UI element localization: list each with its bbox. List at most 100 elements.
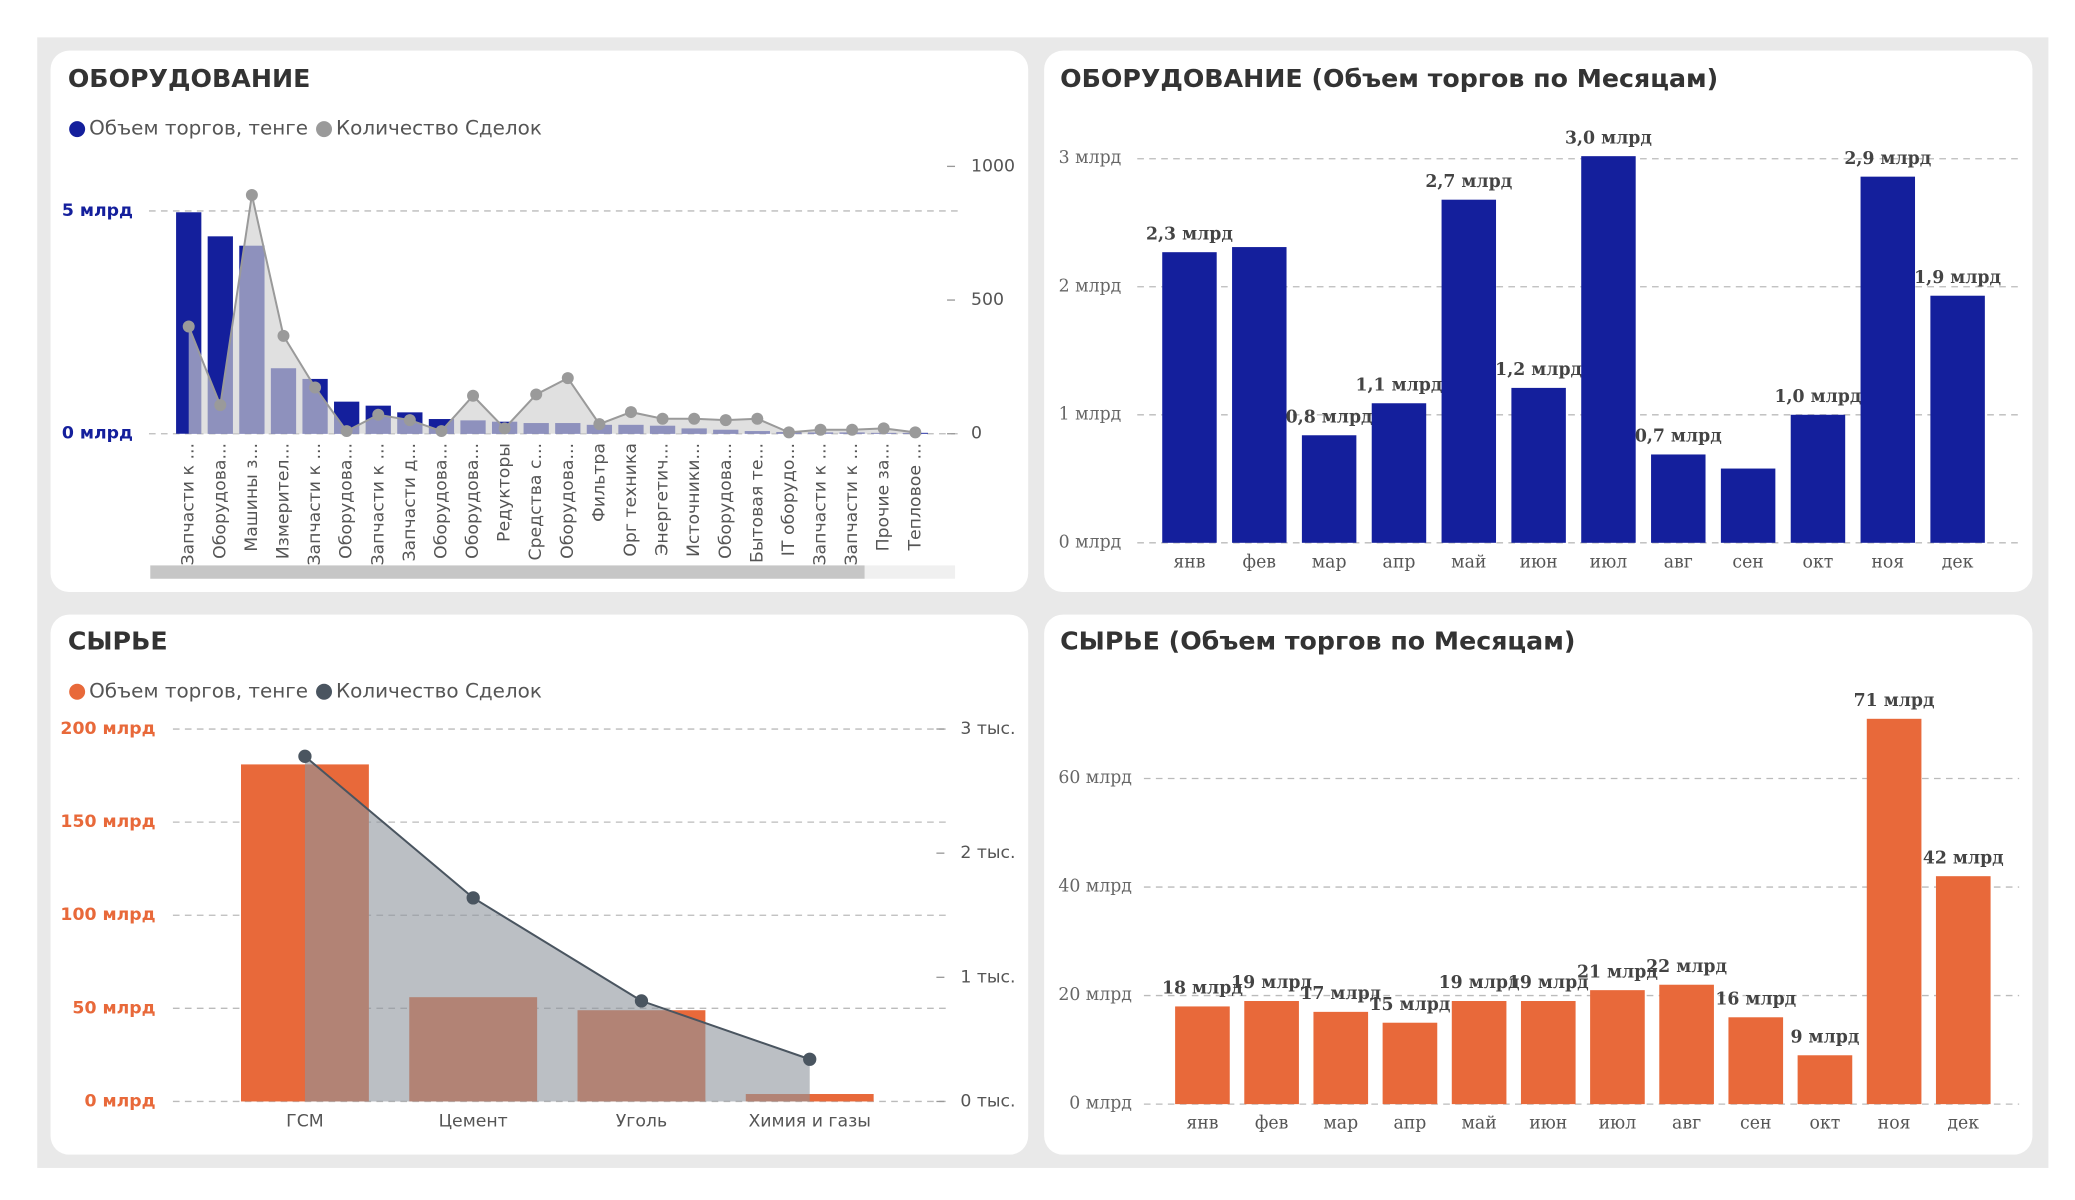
x-tick-label: Запчасти д... [400, 443, 420, 562]
y2-tick-label: 0 тыс. [960, 1091, 1015, 1111]
x-tick-label: май [1451, 552, 1486, 572]
x-tick-label: Оборудова... [558, 443, 578, 559]
bar [1935, 876, 1991, 1105]
point [372, 408, 385, 421]
y2-tick-label: 1000 [971, 156, 1015, 176]
x-tick-label: Прочие за... [874, 443, 894, 551]
point [803, 1052, 817, 1066]
point [814, 423, 827, 436]
x-tick-label: Запчасти к ... [811, 443, 831, 565]
x-tick-label: Уголь [616, 1111, 667, 1131]
y-tick-label: 2 млрд [1059, 276, 1122, 296]
x-tick-label: ноя [1871, 552, 1904, 572]
point [298, 749, 312, 763]
point [634, 994, 649, 1008]
bar [1720, 468, 1776, 543]
x-tick-label: Оборудова... [431, 443, 451, 559]
bar [1581, 156, 1636, 543]
x-tick-label: дек [1942, 552, 1974, 572]
x-tick-label: июл [1590, 552, 1628, 572]
y-tick-label: 1 млрд [1059, 404, 1122, 424]
x-tick-label: сен [1740, 1114, 1771, 1134]
y2-tick-label: 500 [971, 290, 1004, 310]
x-tick-label: июн [1529, 1114, 1567, 1134]
x-tick-label: дек [1947, 1114, 1979, 1134]
x-tick-label: Бытовая те... [747, 443, 767, 563]
scrollbar-thumb[interactable] [150, 565, 865, 579]
y-tick-label: 40 млрд [1058, 877, 1132, 897]
bar [1244, 1001, 1299, 1105]
x-tick-label: Источники... [684, 443, 704, 557]
bar [1175, 1006, 1230, 1105]
bar [1728, 1017, 1784, 1105]
bar [1451, 1001, 1507, 1105]
x-tick-label: июн [1520, 552, 1558, 572]
value-label: 2,9 млрд [1844, 149, 1931, 169]
value-label: 0,7 млрд [1635, 427, 1722, 447]
x-tick-label: Запчасти к ... [368, 443, 388, 565]
bar [1371, 403, 1427, 543]
legend-label: Объем торгов, тенге [89, 116, 308, 140]
legend-label: Количество Сделок [336, 116, 542, 140]
y2-tick-label: 0 [971, 424, 982, 444]
value-label: 15 млрд [1369, 995, 1450, 1015]
point [782, 426, 795, 439]
x-tick-label: Запчасти к ... [179, 443, 199, 565]
y2-tick-label: 2 тыс. [960, 843, 1015, 863]
point [719, 414, 732, 427]
y-tick-label: 0 млрд [62, 424, 133, 444]
value-label: 71 млрд [1854, 691, 1935, 711]
value-label: 1,9 млрд [1914, 268, 2001, 288]
y-tick-label: 5 млрд [62, 201, 133, 221]
y-tick-label: 60 млрд [1058, 768, 1132, 788]
value-label: 19 млрд [1508, 973, 1589, 993]
point [561, 372, 574, 385]
bar [1162, 252, 1217, 543]
legend-marker [316, 683, 333, 700]
x-tick-label: фев [1243, 552, 1276, 572]
value-label: 16 млрд [1715, 989, 1796, 1009]
value-label: 2,7 млрд [1425, 172, 1512, 192]
y-tick-label: 0 млрд [1069, 1094, 1132, 1114]
x-tick-label: июл [1599, 1114, 1637, 1134]
point [277, 329, 290, 342]
x-tick-label: апр [1393, 1114, 1426, 1134]
x-tick-label: ноя [1878, 1114, 1911, 1134]
panel [50, 50, 1029, 593]
bar [1930, 295, 1985, 543]
panel [1044, 50, 2033, 593]
value-label: 1,0 млрд [1775, 387, 1862, 407]
y-tick-label: 200 млрд [60, 719, 155, 739]
point [751, 412, 764, 425]
point [467, 389, 480, 402]
x-tick-label: авг [1664, 552, 1693, 572]
bar [1520, 1001, 1576, 1105]
bar [1797, 1055, 1853, 1105]
area [304, 756, 810, 1102]
x-tick-label: Запчасти к ... [842, 443, 862, 565]
x-tick-label: янв [1173, 552, 1205, 572]
chart-title: СЫРЬЕ [68, 627, 168, 656]
area [188, 194, 916, 434]
point [656, 412, 669, 425]
bar [1659, 984, 1714, 1105]
x-tick-label: ГСМ [286, 1111, 324, 1131]
bar [1313, 1011, 1369, 1105]
x-tick-label: Оборудова... [337, 443, 357, 559]
legend-marker [69, 121, 86, 138]
legend-marker [316, 121, 333, 138]
value-label: 17 млрд [1300, 984, 1381, 1004]
x-tick-label: май [1461, 1114, 1496, 1134]
x-tick-label: Машины з... [242, 443, 262, 552]
x-tick-label: Оборудова... [210, 443, 230, 559]
point [530, 388, 543, 401]
bar [1860, 176, 1916, 543]
point [245, 188, 258, 201]
legend-label: Объем торгов, тенге [89, 678, 308, 702]
x-tick-label: апр [1383, 552, 1416, 572]
chart-title: ОБОРУДОВАНИЕ [68, 64, 311, 93]
y-tick-label: 0 млрд [84, 1091, 155, 1111]
x-tick-label: Оборудова... [716, 443, 736, 559]
point [624, 406, 637, 419]
y-tick-label: 100 млрд [60, 905, 155, 925]
